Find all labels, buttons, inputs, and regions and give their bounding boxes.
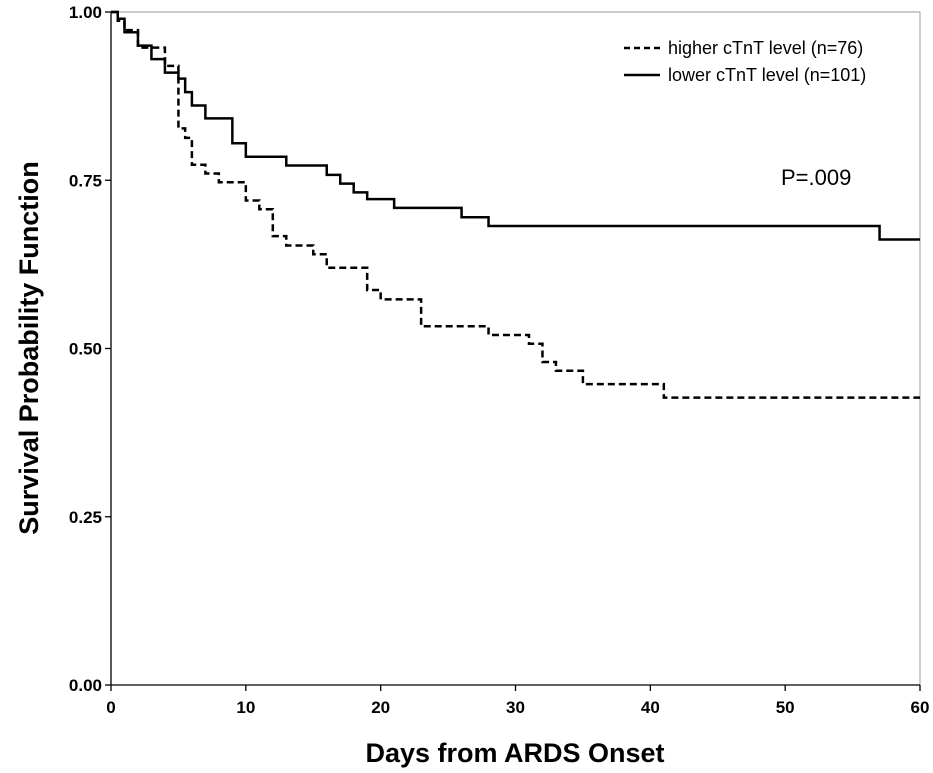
y-tick-label: 0.00 (69, 676, 102, 695)
series-line-higher-ctnt (111, 10, 920, 399)
x-tick-label: 60 (911, 698, 930, 717)
legend: higher cTnT level (n=76) lower cTnT leve… (624, 38, 866, 85)
y-tick-label: 0.50 (69, 340, 102, 359)
x-tick-label: 10 (236, 698, 255, 717)
legend-label-lower-ctnt: lower cTnT level (n=101) (668, 65, 866, 85)
series-layer (111, 10, 920, 399)
p-value-annotation: P=.009 (781, 165, 851, 190)
x-axis-ticks: 0 10 20 30 40 50 60 (106, 685, 929, 717)
x-tick-label: 30 (506, 698, 525, 717)
x-tick-label: 20 (371, 698, 390, 717)
plot-frame (110, 11, 921, 686)
x-axis-title: Days from ARDS Onset (365, 738, 664, 768)
y-tick-label: 0.75 (69, 171, 102, 190)
y-axis-ticks: 0.00 0.25 0.50 0.75 1.00 (69, 3, 111, 695)
x-tick-label: 40 (641, 698, 660, 717)
y-axis-title: Survival Probability Function (14, 161, 44, 535)
x-tick-label: 50 (776, 698, 795, 717)
legend-label-higher-ctnt: higher cTnT level (n=76) (668, 38, 863, 58)
y-tick-label: 1.00 (69, 3, 102, 22)
series-line-lower-ctnt (111, 10, 920, 241)
y-tick-label: 0.25 (69, 508, 102, 527)
x-tick-label: 0 (106, 698, 115, 717)
